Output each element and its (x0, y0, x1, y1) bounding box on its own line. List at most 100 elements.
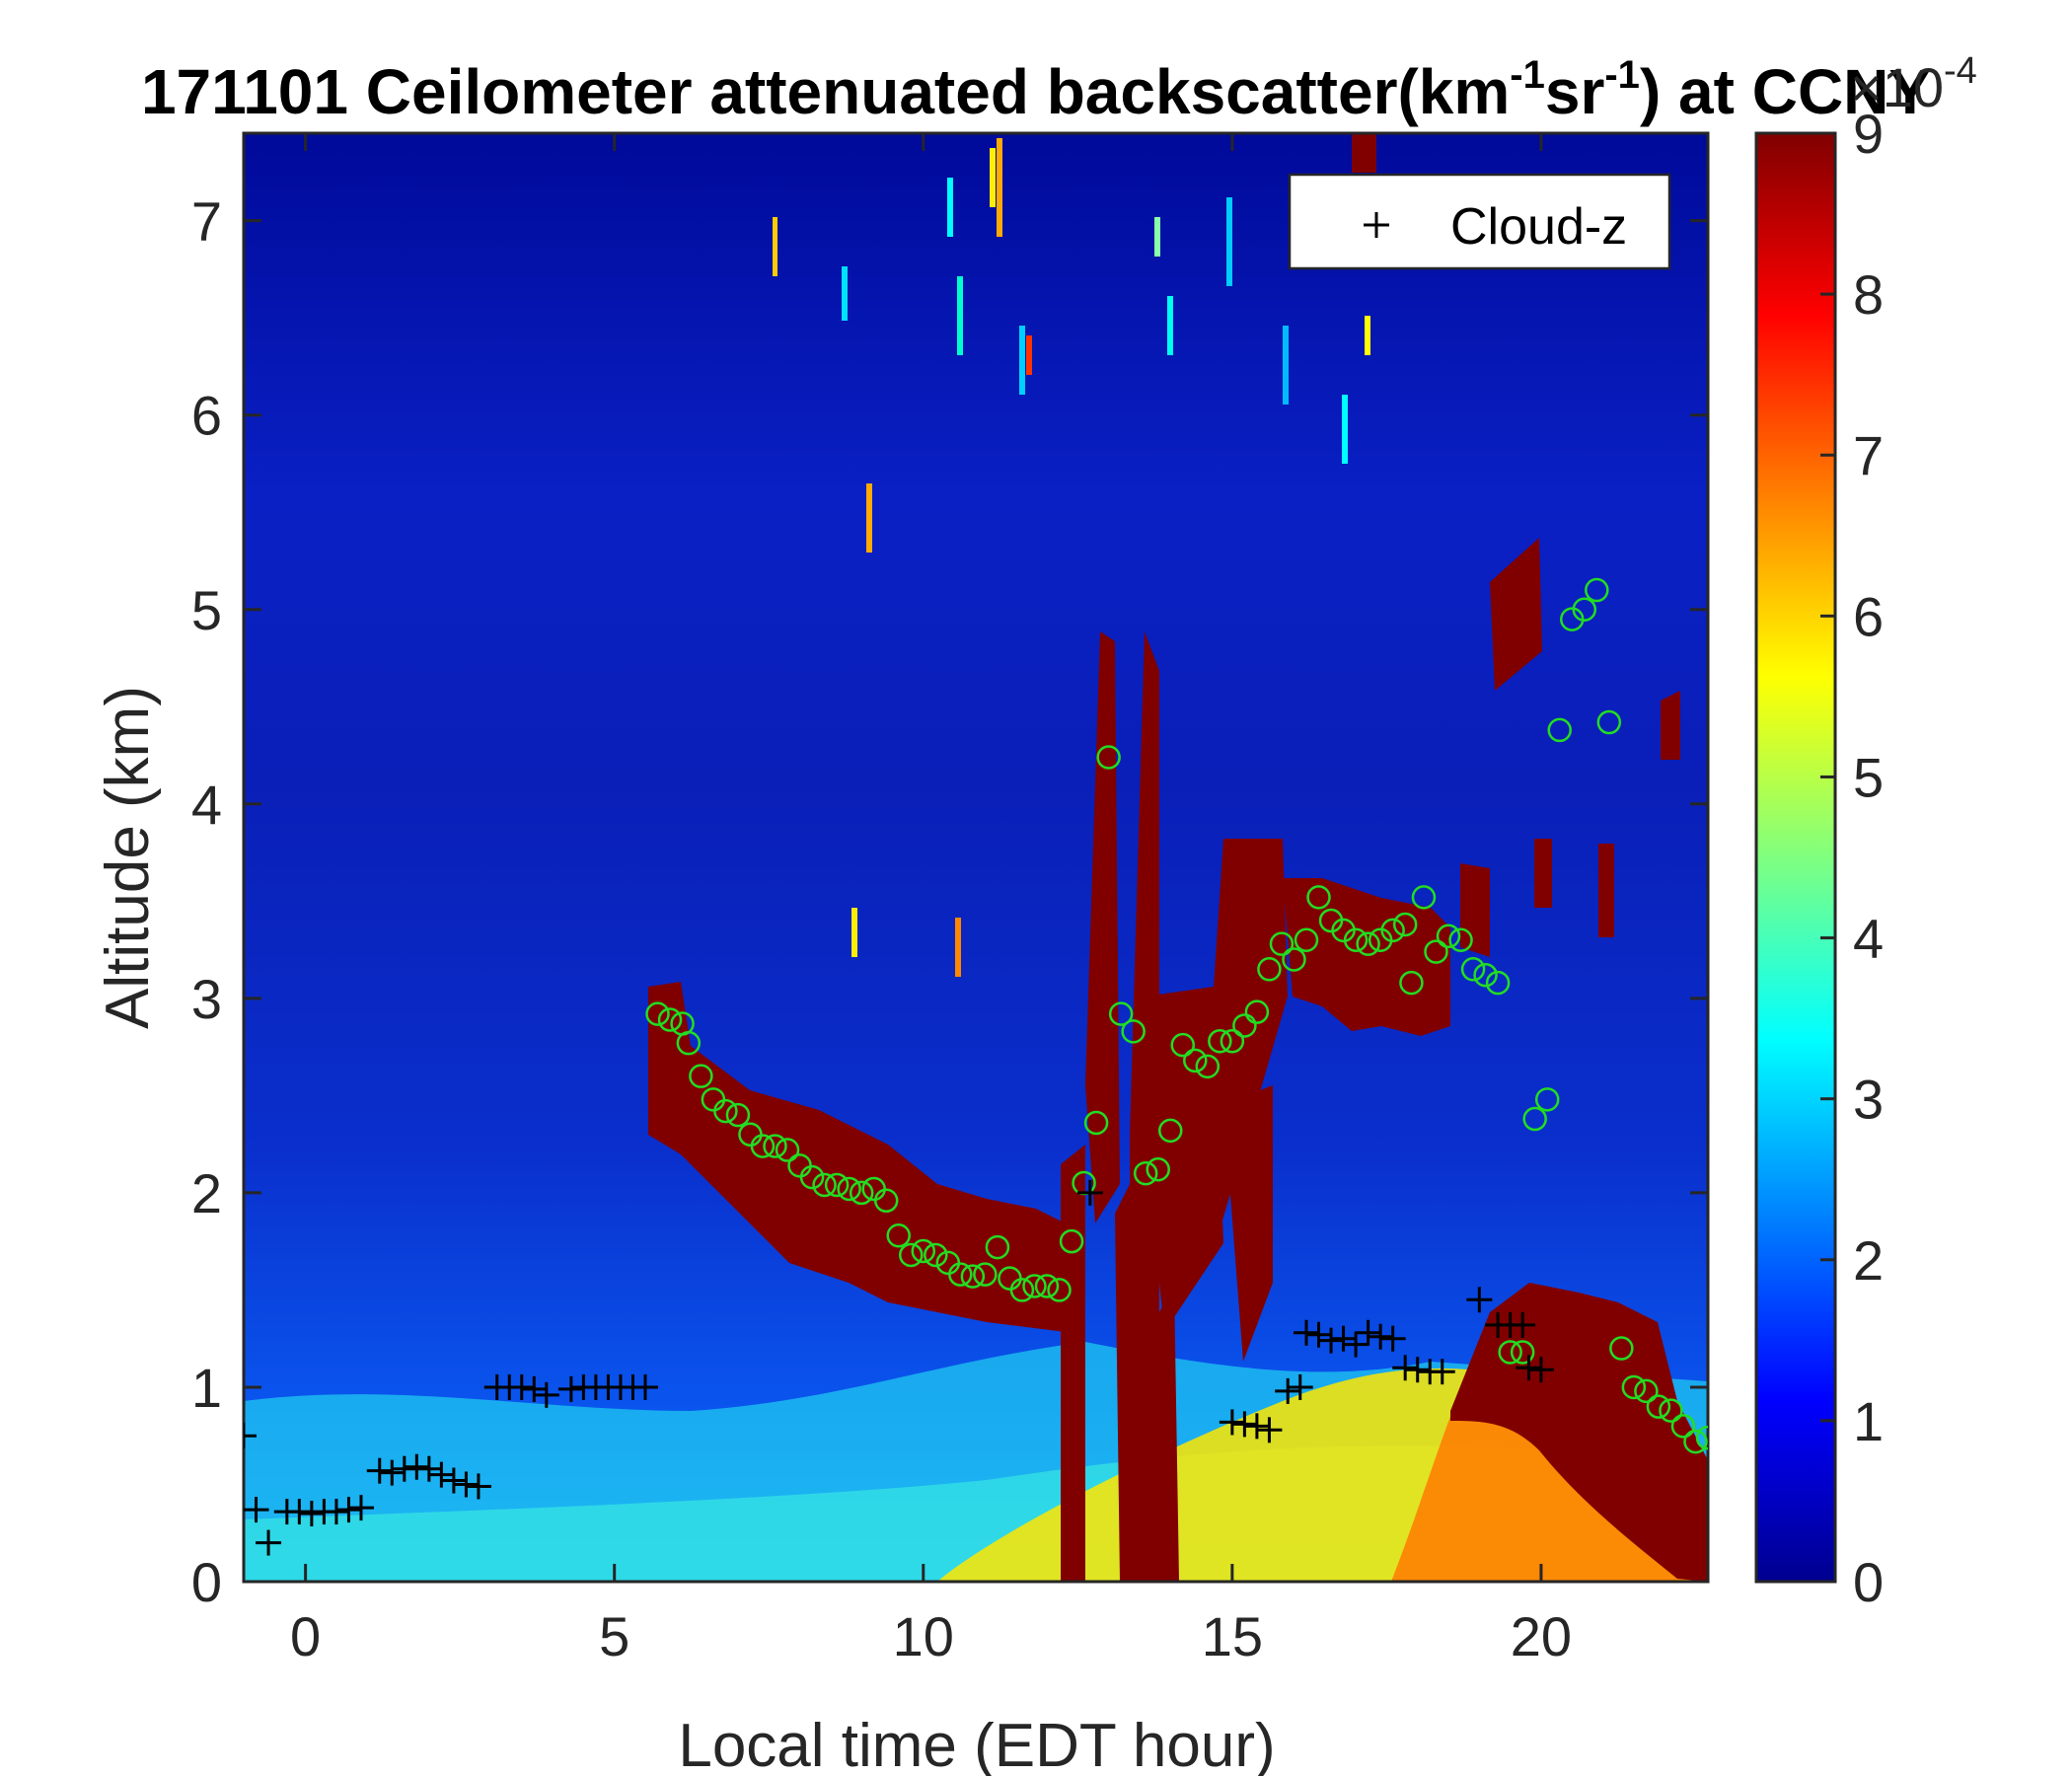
y-tick-label: 4 (191, 774, 222, 836)
circle-point (775, 1138, 800, 1162)
title-mid: sr (1545, 56, 1605, 127)
y-tick-label: 5 (191, 579, 222, 641)
cloud-z-point (1293, 1319, 1319, 1346)
cloud-z-point (1343, 1331, 1369, 1358)
series-cloud-z (244, 1179, 1554, 1556)
x-tick-label: 10 (893, 1605, 954, 1667)
circle-point (689, 1064, 713, 1088)
colorbar-ticks: 0 1 2 3 4 5 6 7 8 9 (1820, 103, 1884, 1613)
colorbar-exponent: ×10-4 (1850, 50, 1977, 118)
cloud-z-point (1355, 1319, 1381, 1346)
cloud-z-point (1231, 1411, 1258, 1438)
legend-marker (1364, 212, 1389, 238)
y-axis-label: Altitude (km) (94, 686, 162, 1029)
circle-point (824, 1172, 850, 1198)
cloud-z-point (379, 1459, 406, 1486)
circle-point (657, 1007, 683, 1032)
cloud-z-point (1330, 1325, 1357, 1352)
colorbar-tick-label: 0 (1853, 1551, 1884, 1613)
circle-point (1146, 1157, 1170, 1182)
cloud-z-point (632, 1373, 659, 1400)
circle-point (1232, 1013, 1257, 1038)
cloud-patch-high-2 (1534, 839, 1552, 908)
cloud-z-point (1516, 1355, 1542, 1381)
cloud-z-point (1392, 1355, 1419, 1381)
circle-point (1510, 1340, 1535, 1365)
circle-point (1424, 939, 1448, 964)
chart-title: 171101 Ceilometer attenuated backscatter… (141, 53, 1931, 127)
title-sup-1: -1 (1510, 53, 1545, 97)
circle-point (973, 1262, 998, 1287)
cloud-layer-upper-2 (1223, 1085, 1273, 1362)
cloud-z-point (1510, 1311, 1536, 1338)
cloud-z-point (1527, 1357, 1554, 1383)
colorbar-tick-label: 3 (1853, 1069, 1884, 1131)
y-tick-label: 3 (191, 968, 222, 1030)
x-tick-label: 15 (1202, 1605, 1263, 1667)
circle-point (1380, 918, 1405, 943)
title-end: ) at CCNY (1640, 56, 1931, 127)
circle-point (645, 1001, 670, 1026)
circle-point (1534, 1087, 1560, 1112)
circle-point (1157, 1118, 1183, 1144)
colorbar-tick-label: 4 (1853, 908, 1884, 970)
colorbar (1754, 131, 1837, 1584)
circle-point (1083, 1110, 1109, 1136)
cirrus-streaks (773, 138, 1370, 977)
x-axis: 0 5 10 15 20 (290, 133, 1572, 1667)
cloud-z-point (1379, 1325, 1406, 1352)
colorbar-tick-label: 9 (1853, 103, 1884, 165)
cloud-z-point (298, 1501, 325, 1527)
circle-point (1585, 577, 1609, 603)
cloud-z-point (533, 1381, 559, 1408)
y-axis: 0 1 2 3 4 5 6 7 (191, 190, 1708, 1613)
cloud-z-point (1076, 1179, 1103, 1206)
circle-point (1695, 1425, 1708, 1450)
circle-point (1343, 927, 1369, 952)
circle-point (676, 1030, 702, 1056)
circle-point (1269, 931, 1295, 956)
cloud-z-point (323, 1499, 349, 1525)
circle-point (1133, 1160, 1158, 1186)
circle-point (799, 1164, 825, 1190)
cloud-z-point (557, 1375, 584, 1402)
colorbar-tick-label: 7 (1853, 424, 1884, 486)
cloud-z-point (366, 1457, 393, 1484)
circle-point (1722, 1454, 1743, 1476)
circle-point (1059, 1228, 1084, 1254)
circle-point (1609, 1336, 1634, 1361)
circle-point (1436, 924, 1461, 949)
circle-point (1683, 1429, 1708, 1454)
circle-point (1096, 745, 1121, 770)
circle-point (1022, 1274, 1047, 1298)
cloud-z-point (244, 1497, 269, 1523)
circle-point (1522, 1106, 1547, 1132)
circle-point (1244, 999, 1270, 1024)
plot-background (244, 133, 1708, 1582)
circle-point (1460, 957, 1486, 982)
cloud-layer-mid (1145, 987, 1223, 1332)
cloud-layer-main (648, 982, 1066, 1332)
circle-point (1473, 962, 1498, 988)
circle-point (1485, 970, 1511, 996)
cloud-z-point (1466, 1287, 1493, 1313)
circle-point (886, 1223, 911, 1248)
x-tick-label: 0 (290, 1605, 321, 1667)
cloud-z-point (1305, 1321, 1332, 1348)
circle-point (1392, 912, 1418, 937)
circle-point (1257, 957, 1282, 982)
circle-point (1448, 927, 1473, 952)
cloud-column-1 (1061, 1145, 1085, 1582)
circle-point (812, 1172, 837, 1198)
cloud-z-point (428, 1461, 455, 1488)
legend: Cloud-z (1288, 173, 1671, 270)
circle-point (1634, 1378, 1659, 1404)
plot-frame (242, 131, 1710, 1584)
circle-point (1034, 1274, 1060, 1298)
circle-point (837, 1176, 861, 1202)
circle-point (1208, 1028, 1232, 1054)
circle-point (924, 1242, 948, 1268)
cloud-patch-high-3 (1598, 844, 1614, 937)
circle-point (1294, 927, 1319, 952)
